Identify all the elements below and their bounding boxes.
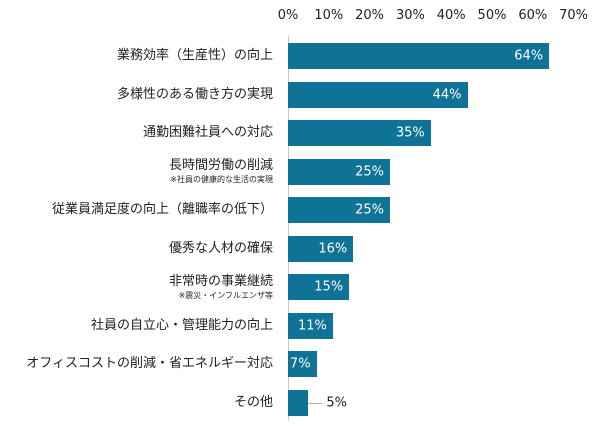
category-label: 社員の自立心・管理能力の向上 [91, 318, 273, 334]
category-label-text: 多様性のある働き方の実現 [116, 86, 273, 102]
value-leader-line [308, 402, 323, 404]
x-tick-label: 0% [277, 8, 299, 23]
category-label: オフィスコストの削減・省エネルギー対応 [26, 356, 273, 372]
category-label: 従業員満足度の向上（離職率の低下） [52, 202, 273, 218]
value-label: 11% [297, 318, 327, 333]
category-label-text: その他 [233, 394, 273, 410]
category-label: 長時間労働の削減 ※社員の健康的な生活の実現 [169, 158, 273, 185]
x-tick-label: 50% [477, 8, 507, 23]
value-label: 16% [318, 241, 348, 256]
value-label: 25% [355, 202, 384, 218]
category-label: 優秀な人材の確保 [169, 241, 273, 257]
category-label-text: 従業員満足度の向上（離職率の低下） [51, 202, 273, 217]
value-label: 25% [355, 164, 384, 179]
value-label: 15% [314, 279, 344, 295]
category-label-text: 社員の自立心・管理能力の向上 [90, 317, 273, 333]
category-label-text: 優秀な人材の確保 [168, 240, 273, 256]
y-axis-line [288, 36, 289, 421]
bar [288, 351, 317, 377]
bar [288, 158, 390, 185]
category-note: ※社員の健康的な生活の実現 [170, 175, 273, 184]
value-label: 44% [432, 87, 462, 102]
value-label: 35% [395, 125, 425, 141]
category-label: 非常時の事業継続 ※震災・インフルエンザ等 [169, 274, 273, 301]
bar [288, 389, 309, 416]
category-label-text: 通勤困難社員への対応 [142, 125, 273, 140]
bar [288, 197, 390, 223]
bar [288, 235, 354, 262]
category-label: その他 [234, 395, 273, 411]
bar [288, 81, 468, 108]
bar [288, 43, 550, 69]
x-tick-label: 70% [559, 8, 589, 23]
category-label: 通勤困難社員への対応 [143, 125, 273, 141]
bar [288, 312, 333, 339]
category-label: 業務効率（生産性）の向上 [117, 48, 273, 64]
x-tick-label: 30% [395, 8, 425, 23]
bar [288, 120, 431, 146]
x-tick-label: 40% [436, 8, 466, 23]
value-label: 7% [289, 356, 311, 372]
x-tick-label: 60% [518, 8, 548, 23]
value-label: 5% [326, 395, 348, 410]
category-note: ※震災・インフルエンザ等 [178, 290, 273, 300]
category-label-text: 非常時の事業継続 [168, 273, 273, 289]
x-tick-label: 20% [355, 8, 385, 23]
bar [288, 274, 350, 300]
x-tick-label: 10% [314, 8, 344, 23]
category-label: 多様性のある働き方の実現 [117, 87, 273, 103]
category-label-text: 長時間労働の削減 [168, 158, 273, 173]
category-label-text: オフィスコストの削減・省エネルギー対応 [26, 356, 273, 371]
category-label-text: 業務効率（生産性）の向上 [116, 48, 273, 63]
value-label: 64% [514, 48, 544, 64]
